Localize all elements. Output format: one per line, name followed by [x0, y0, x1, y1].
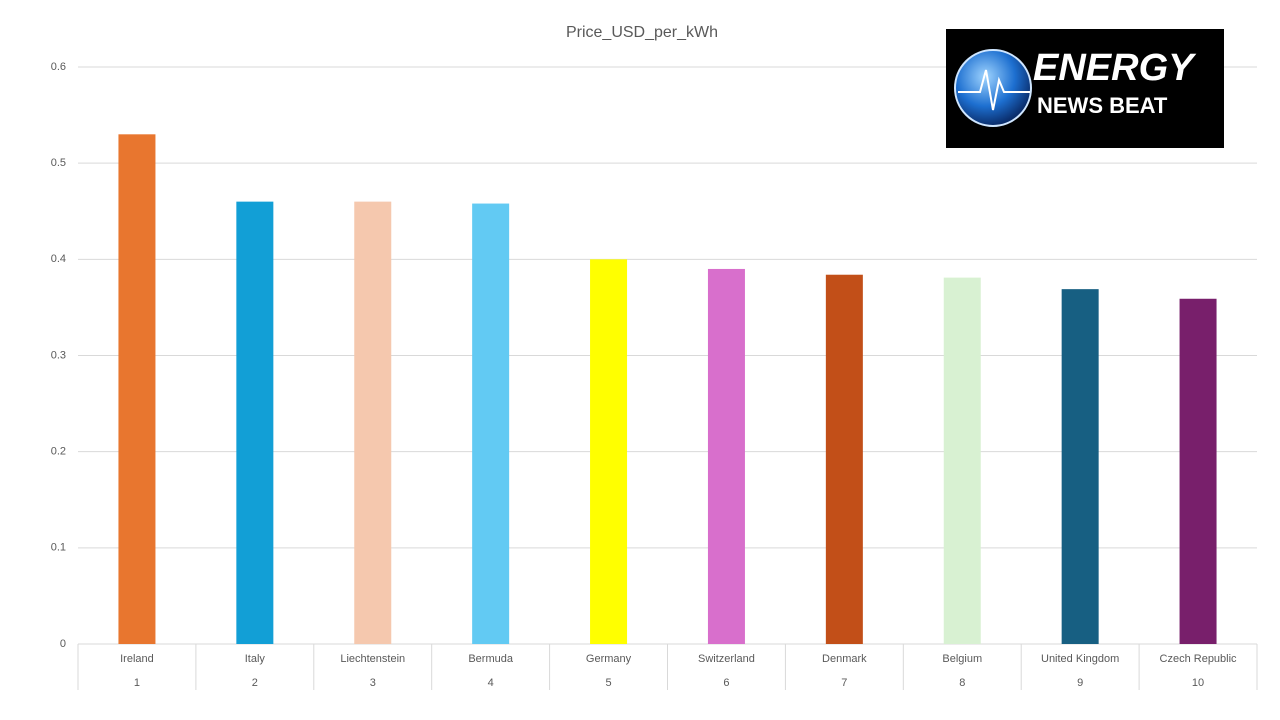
bar [354, 201, 392, 644]
x-rank-label: 8 [959, 677, 965, 689]
bar [236, 201, 274, 644]
x-tick-label: Belgium [942, 653, 982, 665]
y-tick-label: 0.2 [51, 446, 66, 458]
logo-pulse [958, 69, 1030, 111]
y-tick-label: 0.6 [51, 61, 66, 73]
y-tick-label: 0 [60, 638, 66, 650]
x-tick-label: Denmark [822, 653, 867, 665]
bar [825, 274, 863, 644]
y-tick-label: 0.4 [51, 253, 66, 265]
x-rank-label: 1 [134, 677, 140, 689]
bar [590, 259, 628, 644]
x-tick-label: Germany [586, 653, 632, 665]
x-tick-label: Bermuda [468, 653, 514, 665]
bar [472, 203, 510, 644]
x-rank-label: 4 [488, 677, 494, 689]
bar [943, 277, 981, 644]
bar [707, 268, 745, 644]
x-tick-label: Liechtenstein [340, 653, 405, 665]
logo-globe [954, 49, 1032, 127]
y-tick-label: 0.1 [51, 542, 66, 554]
y-tick-label: 0.3 [51, 349, 66, 361]
x-tick-label: United Kingdom [1041, 653, 1119, 665]
x-tick-label: Czech Republic [1160, 653, 1238, 665]
chart-title: Price_USD_per_kWh [566, 24, 718, 41]
bar [1061, 289, 1099, 644]
x-rank-label: 3 [370, 677, 376, 689]
bar [118, 134, 156, 645]
x-rank-label: 7 [841, 677, 847, 689]
logo-line2: NEWS BEAT [1037, 93, 1168, 118]
x-tick-label: Italy [245, 653, 266, 665]
x-tick-label: Ireland [120, 653, 154, 665]
bar [1179, 298, 1217, 644]
x-tick-label: Switzerland [698, 653, 755, 665]
y-tick-label: 0.5 [51, 157, 66, 169]
x-rank-label: 2 [252, 677, 258, 689]
logo: ENERGY NEWS BEAT [946, 29, 1224, 148]
x-rank-label: 10 [1192, 677, 1204, 689]
x-rank-label: 9 [1077, 677, 1083, 689]
logo-line1: ENERGY [1033, 47, 1197, 89]
x-rank-label: 6 [723, 677, 729, 689]
x-rank-label: 5 [605, 677, 611, 689]
